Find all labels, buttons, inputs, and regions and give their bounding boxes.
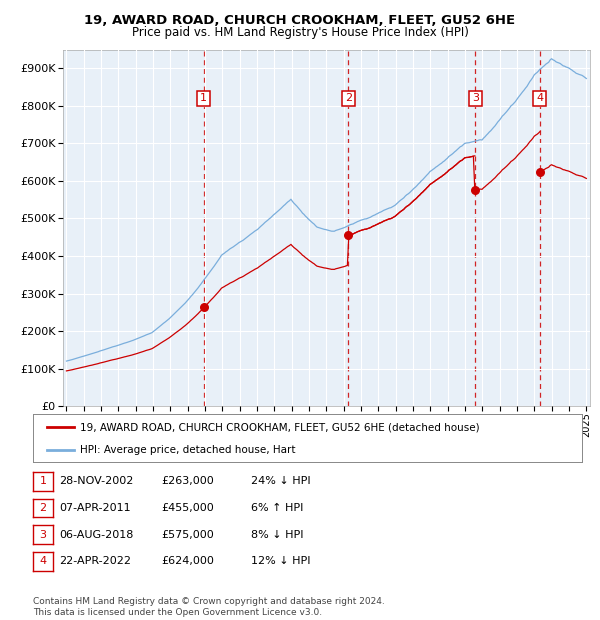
Text: 19, AWARD ROAD, CHURCH CROOKHAM, FLEET, GU52 6HE: 19, AWARD ROAD, CHURCH CROOKHAM, FLEET, … (85, 14, 515, 27)
Text: £624,000: £624,000 (161, 556, 214, 567)
Point (470, 185, 480, 195)
Text: 19, AWARD ROAD, CHURCH CROOKHAM, FLEET, GU52 6HE (detached house): 19, AWARD ROAD, CHURCH CROOKHAM, FLEET, … (80, 422, 479, 432)
Point (199, 303, 208, 312)
Text: £575,000: £575,000 (161, 529, 214, 540)
Text: 2: 2 (40, 503, 46, 513)
Text: £263,000: £263,000 (161, 476, 214, 487)
Point (535, 167, 545, 177)
Text: 6% ↑ HPI: 6% ↑ HPI (251, 503, 303, 513)
Text: 1: 1 (40, 476, 46, 487)
Text: HPI: Average price, detached house, Hart: HPI: Average price, detached house, Hart (80, 445, 295, 455)
Text: 3: 3 (40, 529, 46, 540)
Text: 12% ↓ HPI: 12% ↓ HPI (251, 556, 310, 567)
Text: 1: 1 (200, 94, 207, 104)
Text: 22-APR-2022: 22-APR-2022 (59, 556, 131, 567)
Text: 07-APR-2011: 07-APR-2011 (59, 503, 130, 513)
Text: Contains HM Land Registry data © Crown copyright and database right 2024.
This d: Contains HM Land Registry data © Crown c… (33, 598, 385, 617)
Text: 06-AUG-2018: 06-AUG-2018 (59, 529, 133, 540)
Text: 4: 4 (40, 556, 46, 567)
Text: 4: 4 (536, 94, 543, 104)
Text: £455,000: £455,000 (161, 503, 214, 513)
Text: 28-NOV-2002: 28-NOV-2002 (59, 476, 133, 487)
Text: 3: 3 (472, 94, 479, 104)
Text: Price paid vs. HM Land Registry's House Price Index (HPI): Price paid vs. HM Land Registry's House … (131, 26, 469, 39)
Text: 8% ↓ HPI: 8% ↓ HPI (251, 529, 303, 540)
Text: 24% ↓ HPI: 24% ↓ HPI (251, 476, 310, 487)
Point (344, 231, 353, 241)
Text: 2: 2 (345, 94, 352, 104)
